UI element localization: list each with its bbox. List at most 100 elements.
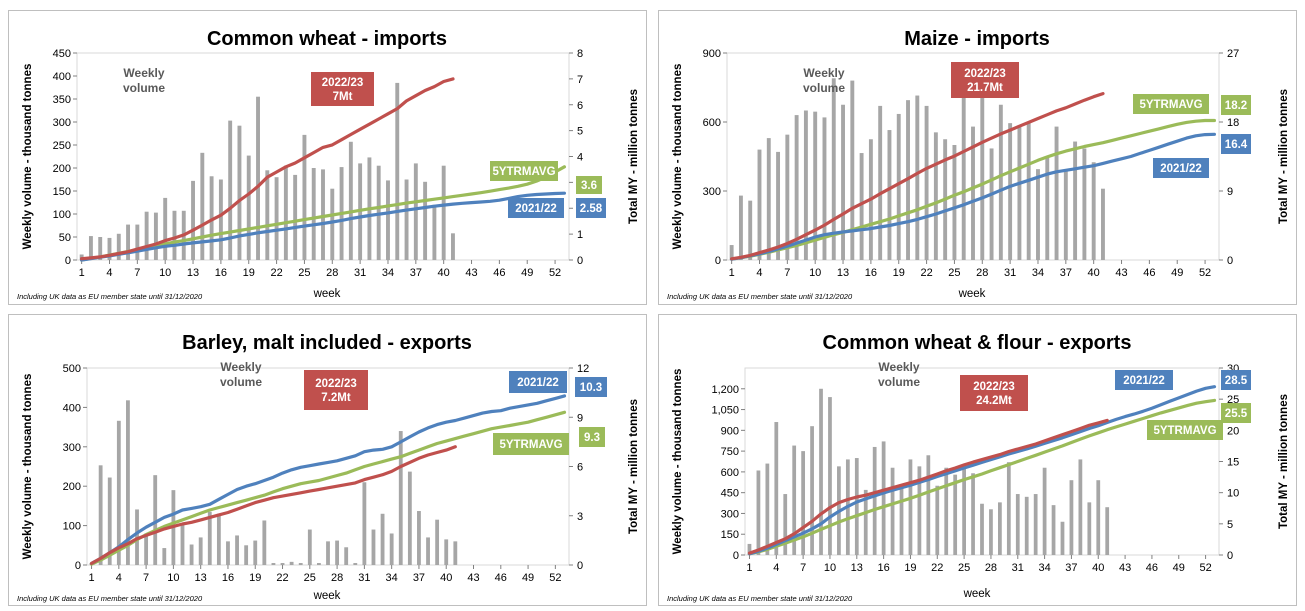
series-line-2021-22 xyxy=(729,132,1217,261)
y-tick-label: 100 xyxy=(53,209,71,221)
x-axis-label: week xyxy=(313,590,341,602)
y-tick-label: 450 xyxy=(721,488,739,500)
weekly-volume-bar xyxy=(896,113,901,260)
x-tick-label: 40 xyxy=(440,572,452,584)
weekly-volume-bar xyxy=(389,533,394,565)
weekly-volume-bar xyxy=(998,502,1002,555)
x-tick-label: 10 xyxy=(809,267,821,279)
weekly-volume-bar xyxy=(1051,505,1056,555)
weekly-volume-bar xyxy=(180,524,185,565)
weekly-volume-bar xyxy=(953,474,958,555)
weekly-volume-bar xyxy=(116,233,121,260)
weekly-volume-bar xyxy=(944,467,949,555)
weekly-volume-label: Weekly xyxy=(123,66,164,80)
y-tick-label: 300 xyxy=(63,442,81,454)
series-label-5ytrmavg-text: 5YTRMAVG xyxy=(499,439,562,451)
x-tick-label: 49 xyxy=(521,267,533,279)
weekly-volume-bar xyxy=(126,400,130,565)
series-label-2022-23-text: 2022/23 xyxy=(315,378,357,390)
weekly-volume-bar xyxy=(216,513,221,565)
y2-tick-label: 3 xyxy=(577,511,583,523)
x-tick-label: 49 xyxy=(1171,267,1183,279)
series-label-5ytrmavg-text: 5YTRMAVG xyxy=(492,166,555,178)
weekly-volume-bar xyxy=(348,141,353,260)
x-tick-label: 40 xyxy=(438,267,450,279)
series-line-2022-23 xyxy=(79,77,455,261)
weekly-volume-bar xyxy=(432,204,437,260)
weekly-volume-label: Weekly xyxy=(220,360,261,374)
weekly-volume-bar xyxy=(226,541,230,565)
chart-common-wheat-imports: Common wheat - imports050100150200250300… xyxy=(17,28,640,301)
x-tick-label: 1 xyxy=(79,267,85,279)
weekly-volume-bar xyxy=(98,465,103,565)
y-tick-label: 0 xyxy=(65,255,71,267)
end-value-2021-22-bg xyxy=(1221,370,1251,390)
series-label-2021-22-text: 2021/22 xyxy=(517,377,559,389)
weekly-volume-bar xyxy=(200,152,205,260)
chart-panel-barley-exports: Barley, malt included - exports 0 100 200 30… xyxy=(8,314,647,606)
x-tick-label: 52 xyxy=(1199,267,1211,279)
y-tick-label: 0 xyxy=(715,255,721,267)
y-tick-label: 150 xyxy=(721,529,739,541)
x-tick-label: 13 xyxy=(837,267,849,279)
x-tick-label: 19 xyxy=(893,267,905,279)
weekly-volume-bar xyxy=(785,134,790,260)
weekly-volume-bar xyxy=(859,153,864,260)
y2-tick-label: 0 xyxy=(577,255,583,267)
x-tick-label: 25 xyxy=(948,267,960,279)
weekly-volume-bar xyxy=(1091,162,1096,260)
x-axis-label: week xyxy=(958,288,986,300)
weekly-volume-bar xyxy=(738,195,743,260)
series-label-2021-22-bg xyxy=(1153,158,1209,178)
x-tick-label: 7 xyxy=(800,562,806,574)
chart-panel-common-wheat-imports: Common wheat - imports 0 50 100 150 200 250 300… xyxy=(8,10,647,305)
y-tick-label: 0 xyxy=(733,550,739,562)
weekly-volume-bar xyxy=(1024,496,1029,555)
y2-tick-label: 7 xyxy=(577,74,583,86)
weekly-volume-bar xyxy=(189,544,194,565)
y-tick-label: 200 xyxy=(53,163,71,175)
y-tick-label: 600 xyxy=(721,467,739,479)
chart-panel-common-wheat-flour-exports: Common wheat & flour - exports 0 150 300 450… xyxy=(658,314,1297,606)
end-value-2021-22-bg xyxy=(575,377,607,397)
weekly-volume-bar xyxy=(1096,480,1101,555)
y-tick-label: 300 xyxy=(53,117,71,129)
y2-tick-label: 0 xyxy=(577,560,583,572)
weekly-volume-bar xyxy=(256,96,260,260)
series-label-2021-22-bg xyxy=(1115,370,1173,390)
x-tick-label: 49 xyxy=(522,572,534,584)
end-value-5ytrmavg-text: 3.6 xyxy=(581,180,597,192)
x-tick-label: 52 xyxy=(549,572,561,584)
series-label-2022-23-text: 2022/23 xyxy=(964,68,1006,80)
weekly-volume-bar xyxy=(1060,521,1065,555)
weekly-volume-bar xyxy=(98,237,103,260)
weekly-volume-bar xyxy=(280,563,285,565)
weekly-volume-bar xyxy=(126,224,131,260)
x-tick-label: 7 xyxy=(134,267,140,279)
x-tick-label: 52 xyxy=(1199,562,1211,574)
weekly-volume-bar xyxy=(971,473,975,555)
weekly-volume-bar xyxy=(395,82,400,261)
y-tick-label: 150 xyxy=(53,186,71,198)
chart-title: Maize - imports xyxy=(904,28,1050,50)
y2-tick-label: 20 xyxy=(1227,425,1239,437)
y2-axis-label: Total MY - million tonnes xyxy=(628,89,640,224)
y2-tick-label: 9 xyxy=(577,412,583,424)
weekly-volume-bar xyxy=(162,548,167,565)
end-value-2021-22-text: 28.5 xyxy=(1225,375,1248,387)
end-value-5ytrmavg-bg xyxy=(1221,403,1251,423)
series-label-2021-22-text: 2021/22 xyxy=(515,203,557,215)
footnote: Including UK data as EU member state unt… xyxy=(667,594,853,603)
x-tick-label: 49 xyxy=(1173,562,1185,574)
series-line-2022-23 xyxy=(89,445,457,565)
y-tick-label: 350 xyxy=(53,94,71,106)
weekly-volume-bar xyxy=(107,477,112,565)
weekly-volume-bar xyxy=(998,104,1003,260)
x-tick-label: 43 xyxy=(1115,267,1127,279)
x-tick-label: 13 xyxy=(195,572,207,584)
y-axis-label: Weekly volume - thousand tonnes xyxy=(22,374,34,560)
weekly-volume-bar xyxy=(444,539,449,565)
x-tick-label: 37 xyxy=(1065,562,1077,574)
y2-tick-label: 4 xyxy=(577,152,583,164)
weekly-volume-bar xyxy=(962,464,966,555)
